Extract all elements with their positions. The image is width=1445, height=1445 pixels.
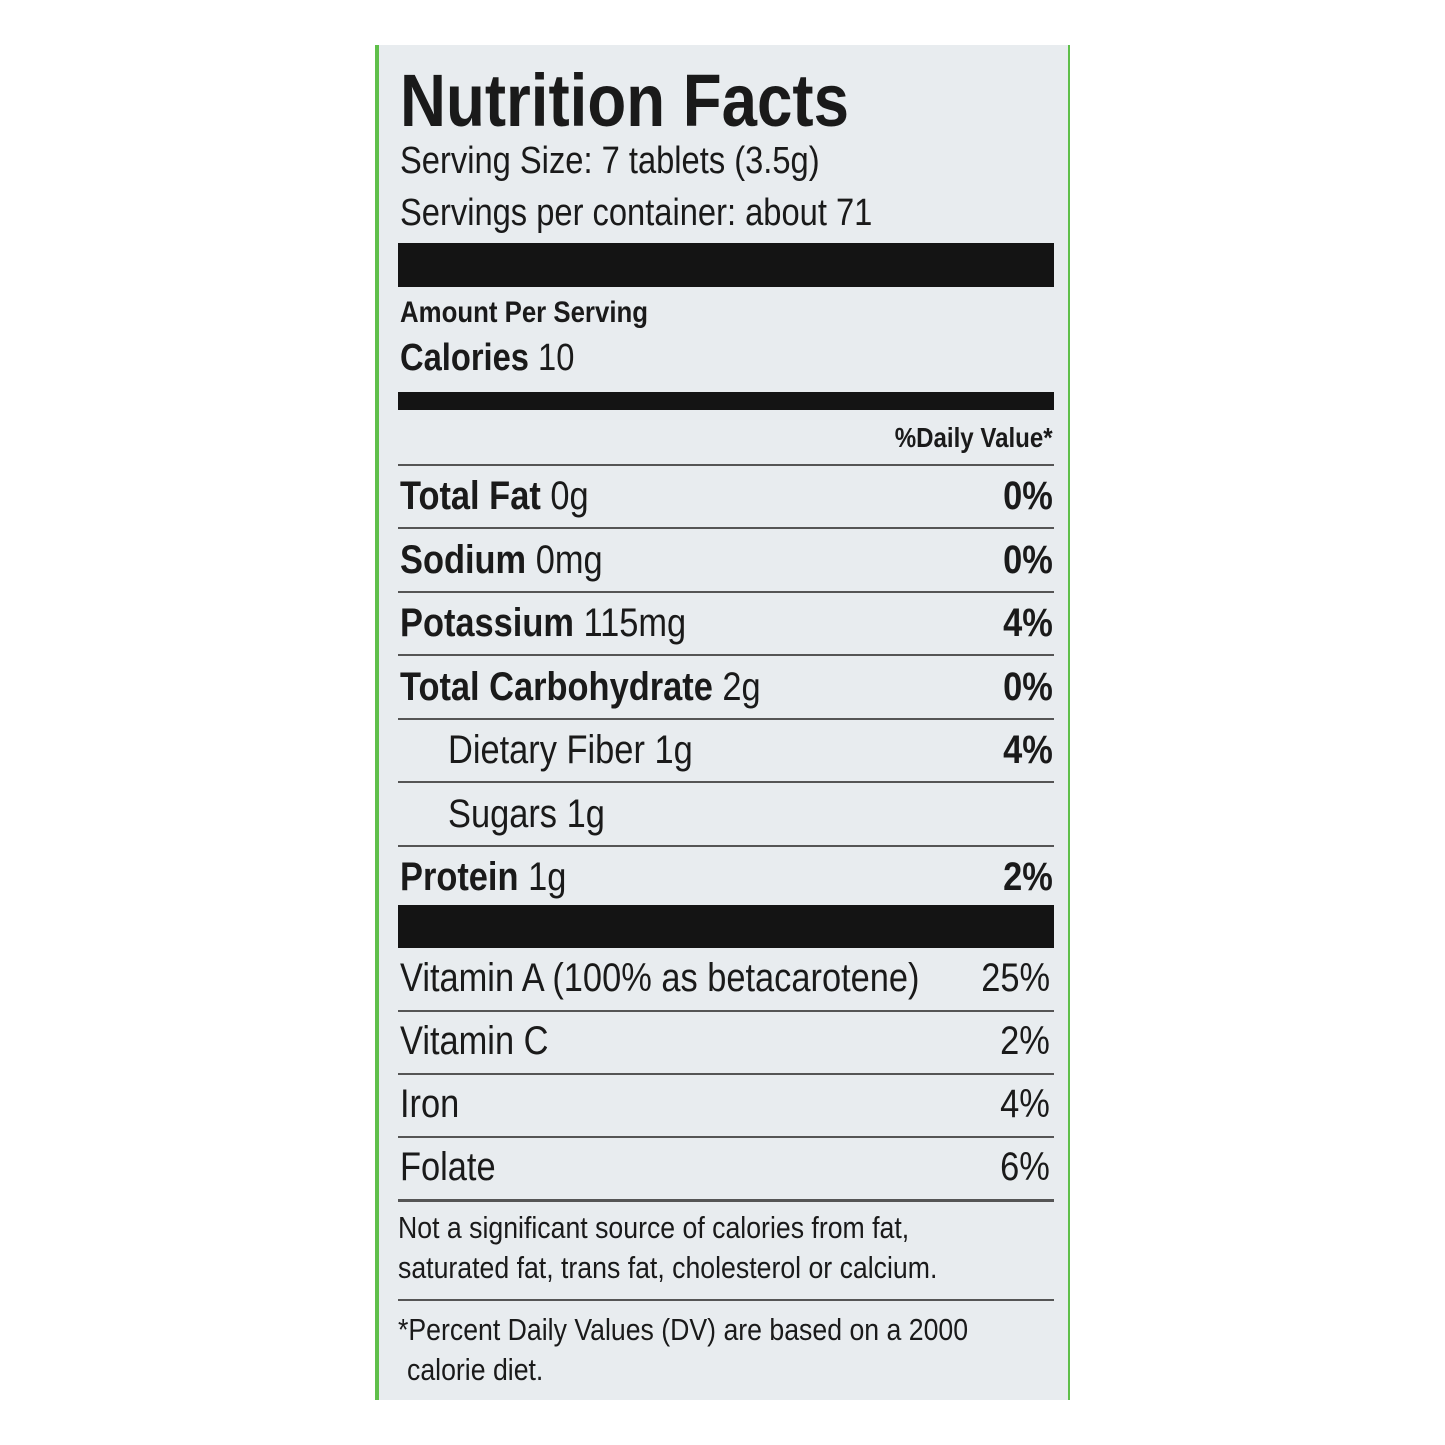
footnote-line: calorie diet. bbox=[407, 1352, 544, 1387]
rule bbox=[398, 1073, 1054, 1075]
nutrient-name: Sodium bbox=[400, 537, 527, 582]
vitamin-name: Vitamin A (100% as betacarotene) bbox=[400, 956, 920, 1000]
nutrient-name: Total Carbohydrate bbox=[400, 664, 713, 709]
nutrient-name: Potassium bbox=[400, 601, 574, 645]
rule bbox=[398, 527, 1054, 529]
rule bbox=[398, 654, 1054, 656]
nutrient-name: Protein bbox=[400, 855, 519, 899]
thick-rule bbox=[398, 392, 1054, 410]
nutrient-amount: 0mg bbox=[535, 537, 603, 582]
rule bbox=[398, 590, 1054, 593]
thick-rule bbox=[398, 243, 1054, 287]
nutrient-name: Total Fat bbox=[400, 474, 541, 518]
calories-value: 10 bbox=[538, 337, 575, 379]
daily-value-header: %Daily Value* bbox=[895, 422, 1053, 453]
vitamin-dv: 4% bbox=[1000, 1082, 1050, 1126]
thick-rule bbox=[398, 905, 1054, 948]
rule bbox=[398, 844, 1054, 847]
rule bbox=[398, 1010, 1054, 1012]
vitamin-dv: 2% bbox=[1000, 1019, 1050, 1063]
amount-per-serving: Amount Per Serving bbox=[400, 296, 649, 329]
footnote-line: Not a significant source of calories fro… bbox=[398, 1210, 910, 1245]
nutrient-row: Sugars 1g bbox=[448, 794, 605, 834]
nutrient-dv: 0% bbox=[1003, 537, 1053, 582]
nutrient-row: Potassium 115mg bbox=[400, 603, 686, 643]
vitamin-name: Iron bbox=[400, 1082, 460, 1126]
nutrient-row: Protein 1g bbox=[400, 857, 566, 897]
nutrient-amount: 1g bbox=[654, 728, 693, 772]
nutrient-dv: 2% bbox=[1003, 855, 1053, 899]
calories-label: Calories bbox=[400, 337, 529, 379]
serving-size: Serving Size: 7 tablets (3.5g) bbox=[400, 140, 820, 182]
rule bbox=[398, 717, 1054, 720]
footnote-line: saturated fat, trans fat, cholesterol or… bbox=[398, 1250, 938, 1285]
nutrient-name: Sugars bbox=[448, 791, 558, 836]
nutrient-amount: 1g bbox=[528, 855, 567, 899]
rule bbox=[398, 1136, 1054, 1138]
nutrient-dv: 0% bbox=[1003, 474, 1053, 518]
vitamin-dv: 25% bbox=[981, 956, 1050, 1000]
nutrient-row: Total Fat 0g bbox=[400, 476, 589, 516]
rule bbox=[398, 1199, 1054, 1202]
nutrient-row: Dietary Fiber 1g bbox=[448, 730, 693, 770]
calories: Calories 10 bbox=[400, 339, 574, 377]
nutrient-dv: 4% bbox=[1003, 601, 1053, 645]
rule bbox=[398, 464, 1054, 466]
nutrient-row: Total Carbohydrate 2g bbox=[400, 667, 761, 707]
footnote-line: *Percent Daily Values (DV) are based on … bbox=[398, 1312, 969, 1347]
rule bbox=[398, 781, 1054, 783]
vitamin-dv: 6% bbox=[1000, 1145, 1050, 1189]
nutrient-amount: 2g bbox=[722, 664, 761, 709]
nutrient-dv: 4% bbox=[1003, 728, 1053, 772]
vitamin-name: Vitamin C bbox=[400, 1019, 549, 1063]
nutrient-row: Sodium 0mg bbox=[400, 540, 603, 580]
nutrient-dv: 0% bbox=[1003, 664, 1053, 709]
servings-per-container: Servings per container: about 71 bbox=[400, 192, 873, 234]
vitamin-name: Folate bbox=[400, 1145, 496, 1189]
title: Nutrition Facts bbox=[400, 59, 850, 142]
nutrient-name: Dietary Fiber bbox=[448, 728, 645, 772]
nutrient-amount: 115mg bbox=[583, 601, 687, 645]
rule bbox=[398, 1299, 1054, 1301]
nutrient-amount: 1g bbox=[566, 791, 605, 836]
nutrient-amount: 0g bbox=[550, 474, 589, 518]
